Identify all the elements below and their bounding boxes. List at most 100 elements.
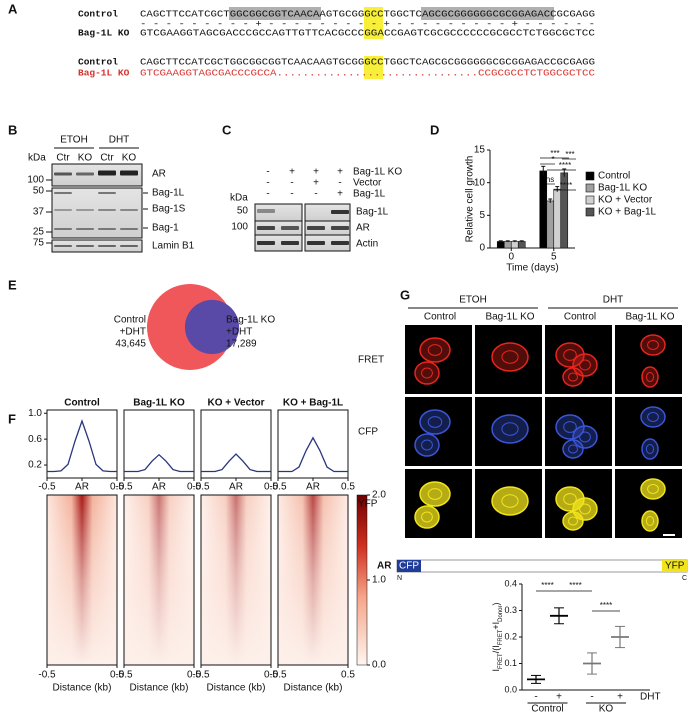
y-tick-label: 0.3 xyxy=(504,605,517,615)
kda-marker: 37 xyxy=(33,207,45,218)
significance: **** xyxy=(559,161,571,170)
cell xyxy=(491,342,529,372)
band xyxy=(76,209,94,211)
sign: + xyxy=(337,167,343,178)
band xyxy=(120,228,138,230)
sequence-label: Control xyxy=(78,9,118,20)
heatmap-fade xyxy=(47,495,117,665)
lane-label: KO xyxy=(122,153,137,164)
cell xyxy=(414,433,440,457)
venn-label: +DHT xyxy=(120,327,146,338)
band xyxy=(76,245,94,247)
significance: **** xyxy=(541,581,553,590)
y-label-part: Donor xyxy=(498,606,504,622)
y-label-part: FRET xyxy=(498,629,504,645)
y-tick-label: 0.4 xyxy=(504,578,517,588)
condition-label: Bag-1L xyxy=(353,189,386,200)
dht-sign: - xyxy=(534,692,537,703)
condition-label: Bag-1L KO xyxy=(353,167,402,178)
x-tick-label: -0.5 xyxy=(269,482,287,493)
nucleus xyxy=(645,444,655,454)
band-label: AR xyxy=(356,223,370,234)
y-axis-label: IFRET/(IFRET+IDonor) xyxy=(491,603,503,672)
x-axis-label: Distance (kb) xyxy=(53,683,112,694)
x-tick-label: 0.5 xyxy=(341,670,355,681)
x-tick-label: -0.5 xyxy=(38,482,56,493)
venn-count: 43,645 xyxy=(115,339,146,350)
cell xyxy=(562,439,584,459)
legend-swatch xyxy=(585,183,595,193)
band xyxy=(281,241,299,245)
y-label-part: FRET xyxy=(498,653,504,669)
sign: - xyxy=(338,178,341,189)
nucleus xyxy=(427,416,443,428)
venn-circle xyxy=(184,299,240,355)
profile-frame xyxy=(123,409,195,479)
x-tick-label: -0.5 xyxy=(192,482,210,493)
row-label: CFP xyxy=(358,427,378,438)
band xyxy=(76,228,94,230)
profile-title: KO + Vector xyxy=(208,398,265,409)
panel-label: A xyxy=(8,1,18,16)
profile-title: Bag-1L KO xyxy=(133,398,185,409)
x-axis-label: Distance (kb) xyxy=(207,683,266,694)
panel-label: E xyxy=(8,277,17,292)
construct-bar xyxy=(396,559,688,573)
heatmap-fade xyxy=(201,495,271,665)
x-tick-label: AR xyxy=(306,482,320,493)
sign: - xyxy=(290,189,293,200)
sign: - xyxy=(290,178,293,189)
cell xyxy=(562,511,584,531)
cell xyxy=(419,409,451,435)
nucleus xyxy=(501,422,519,436)
x-tick-label: 0.5 xyxy=(187,482,201,493)
y-tick-label: 0.6 xyxy=(28,434,42,445)
legend-swatch xyxy=(585,171,595,181)
band xyxy=(54,172,72,176)
significance: * xyxy=(551,155,554,164)
lane-label: Ctr xyxy=(56,153,70,164)
significance: *** xyxy=(565,150,574,159)
highlight xyxy=(421,7,554,20)
group-label: Control xyxy=(531,704,563,714)
blot xyxy=(51,187,143,239)
sign: + xyxy=(337,189,343,200)
sequence: GTCGAAGGTAGCGACCCGCCAGTTGTTCACGCCCGGACCG… xyxy=(140,28,595,39)
terminus: C xyxy=(682,575,687,582)
lane-label: KO xyxy=(78,153,93,164)
nucleus xyxy=(645,516,655,526)
x-tick-label: -0.5 xyxy=(192,670,210,681)
column-label: Control xyxy=(424,312,456,323)
legend-label: KO + Bag-1L xyxy=(598,207,657,218)
band xyxy=(76,172,94,176)
profile-frame xyxy=(277,409,349,479)
band xyxy=(120,170,138,176)
heatmap-frame xyxy=(123,494,195,666)
band xyxy=(257,241,275,245)
nucleus xyxy=(563,349,577,361)
significance: *** xyxy=(550,149,559,158)
x-tick-label: -0.5 xyxy=(115,670,133,681)
nucleus xyxy=(568,516,578,526)
band-label: Bag-1 xyxy=(152,223,179,234)
sequence-label: Bag-1L KO xyxy=(78,28,130,39)
profile-line xyxy=(201,453,271,473)
condition-label: Vector xyxy=(353,178,382,189)
sequence: - - - - - - - - - + - - - - - - - - - + … xyxy=(140,19,595,30)
cell xyxy=(414,505,440,529)
x-tick-label: AR xyxy=(75,482,89,493)
cfp-box xyxy=(397,560,421,572)
cell xyxy=(555,414,585,440)
cell xyxy=(419,337,451,363)
kda-marker: 100 xyxy=(231,222,248,233)
y-tick-label: 1.0 xyxy=(28,408,42,419)
blot xyxy=(304,234,351,252)
x-tick-label: 5 xyxy=(551,252,557,263)
cell xyxy=(419,481,451,507)
legend-label: KO + Vector xyxy=(598,195,653,206)
significance: **** xyxy=(560,181,572,190)
column-label: Control xyxy=(564,312,596,323)
sign: + xyxy=(289,167,295,178)
dht-sign: + xyxy=(617,692,623,703)
yfp-box xyxy=(662,560,687,572)
